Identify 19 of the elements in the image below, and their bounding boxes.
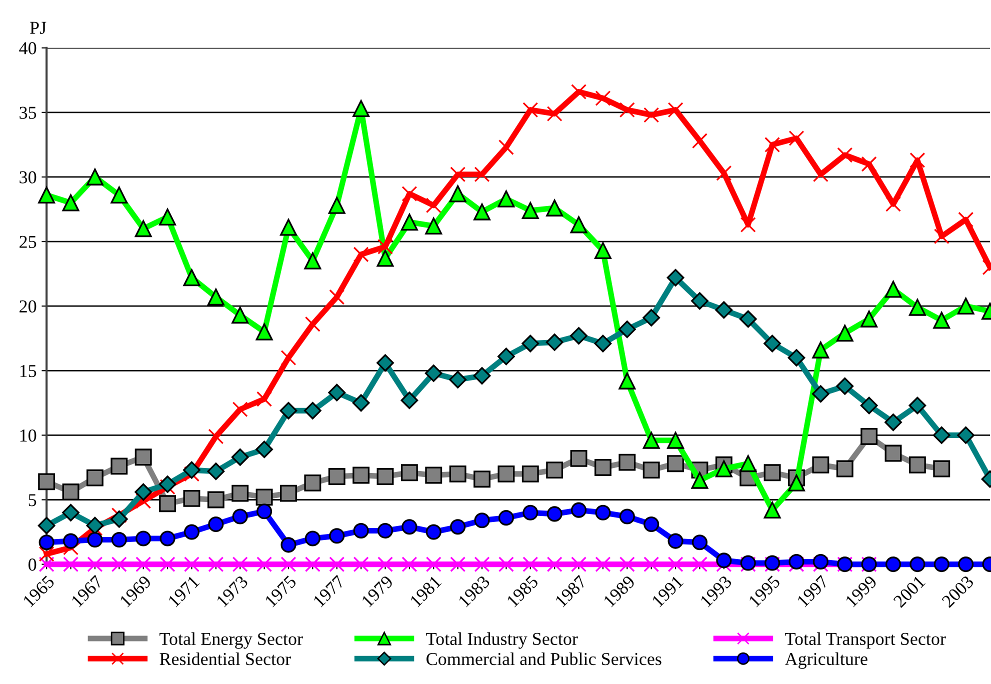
- x-tick-label: 1991: [652, 575, 684, 608]
- y-axis-title: PJ: [30, 22, 46, 34]
- legend-label: Agriculture: [784, 652, 868, 669]
- y-tick-label: 10: [20, 429, 36, 442]
- y-tick-label: 5: [28, 494, 36, 506]
- legend-label: Residential Sector: [160, 652, 291, 666]
- y-tick-label: 15: [20, 364, 36, 378]
- x-tick-label: 1971: [168, 575, 200, 608]
- legend-label: Commercial and Public Services: [426, 652, 662, 666]
- legend-label: Total Transport Sector: [785, 632, 946, 649]
- legend-label: Total Industry Sector: [426, 632, 578, 649]
- y-tick-label: 0: [28, 558, 36, 571]
- y-tick-label: 30: [20, 171, 36, 184]
- x-tick-label: 1981: [410, 575, 442, 608]
- y-tick-label: 40: [19, 42, 36, 54]
- y-tick-label: 20: [20, 300, 36, 313]
- y-tick-label: 35: [20, 106, 36, 119]
- legend-label: Total Energy Sector: [160, 632, 303, 649]
- y-tick-label: 25: [20, 236, 36, 248]
